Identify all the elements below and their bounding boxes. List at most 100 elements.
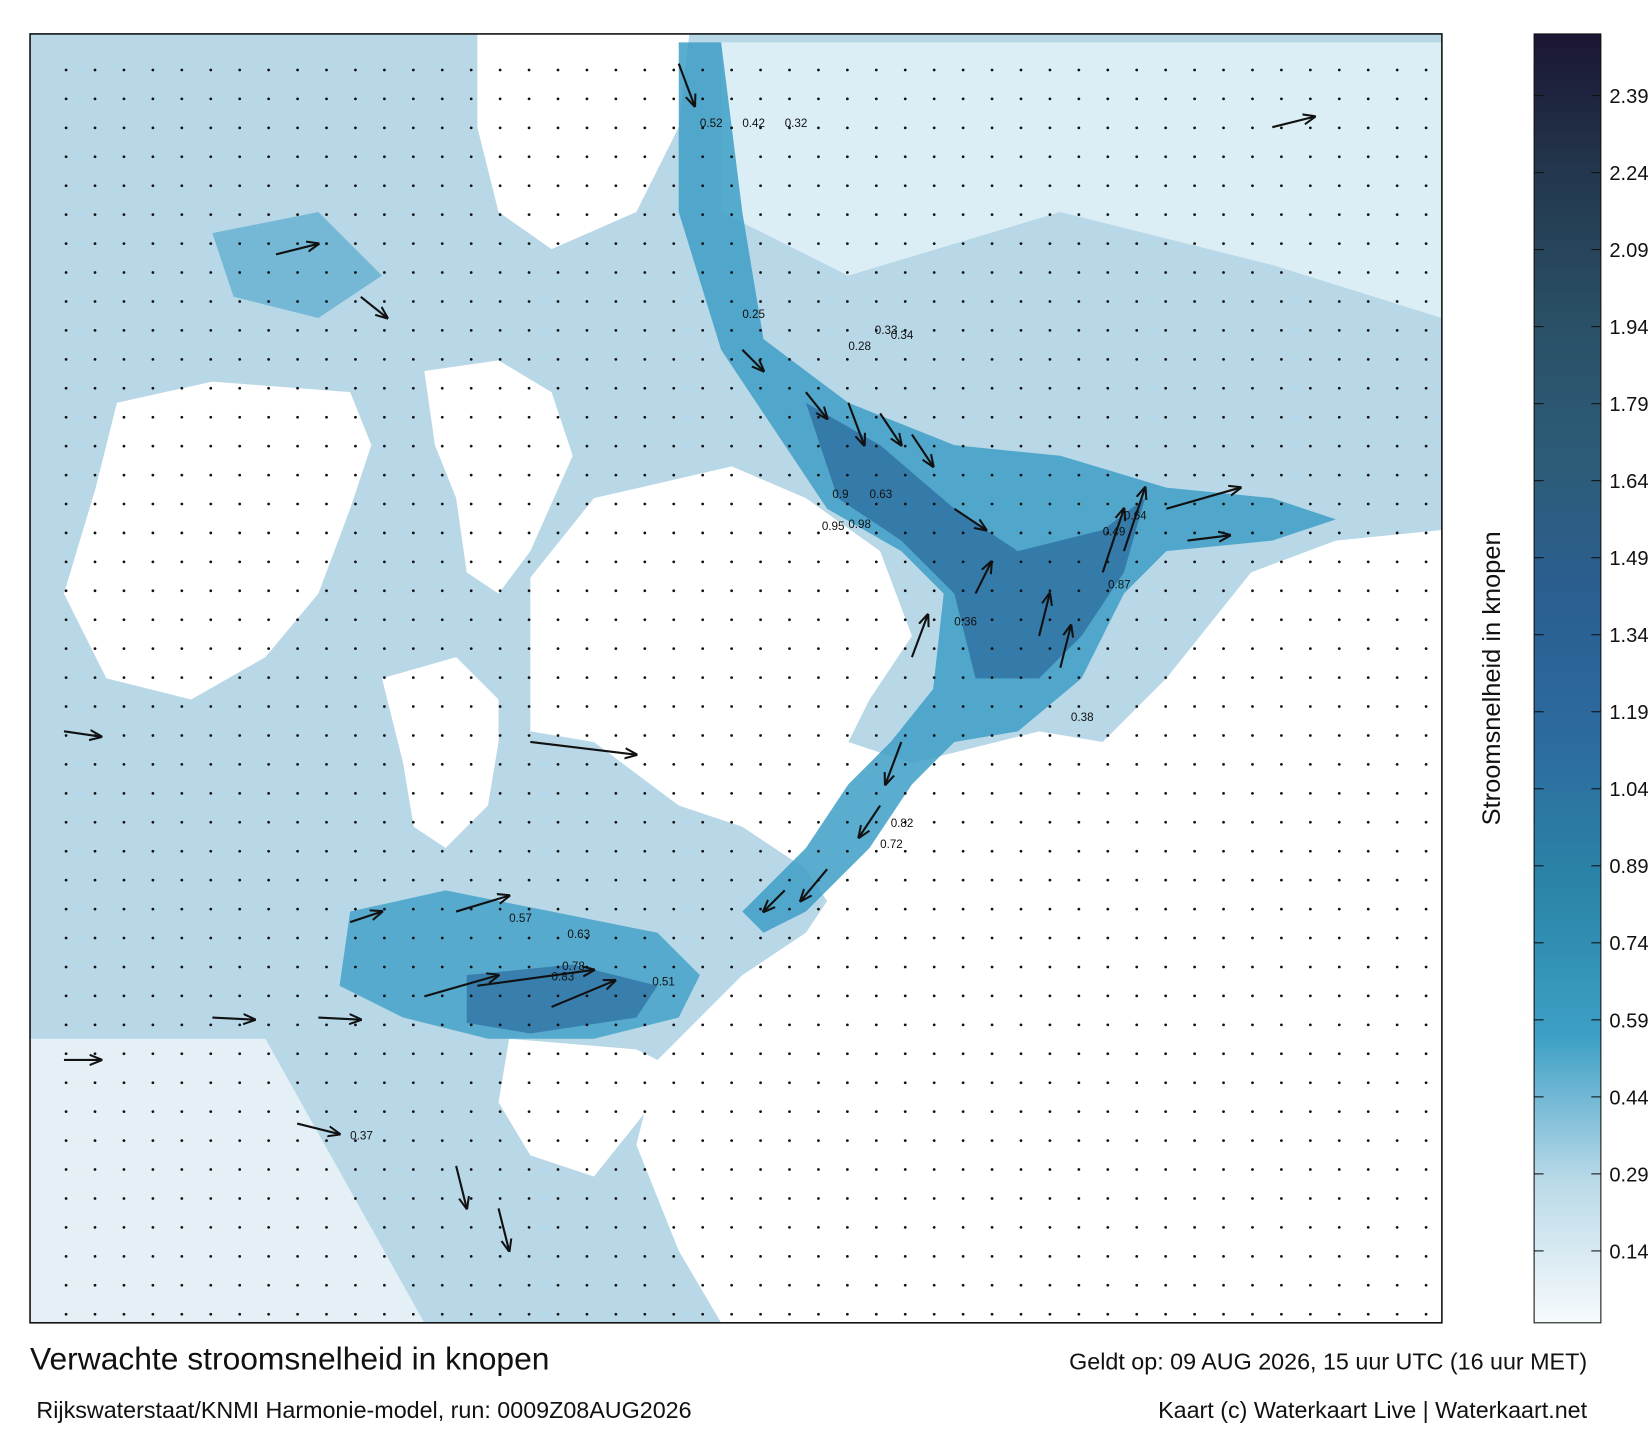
grid-dot <box>151 589 155 593</box>
grid-dot <box>1164 763 1168 766</box>
grid-dot <box>1135 300 1139 303</box>
grid-dot <box>296 994 299 998</box>
grid-dot <box>1019 705 1023 708</box>
grid-dot <box>180 155 184 159</box>
grid-dot <box>64 444 68 448</box>
grid-dot <box>1164 936 1168 940</box>
colorbar-tick-label: 2.24 <box>1609 163 1648 185</box>
grid-dot <box>1424 1226 1428 1229</box>
grid-dot <box>1280 705 1283 708</box>
grid-dot <box>1019 965 1023 969</box>
grid-dot <box>527 1168 531 1171</box>
grid-dot <box>151 647 155 651</box>
grid-dot <box>903 184 907 188</box>
grid-dot <box>325 329 328 332</box>
grid-dot <box>845 444 849 448</box>
grid-dot <box>1077 1168 1081 1171</box>
grid-dot <box>817 97 820 101</box>
grid-dot <box>122 878 126 882</box>
colorbar-tick-label: 0.44 <box>1609 1087 1648 1109</box>
grid-dot <box>643 1139 647 1142</box>
grid-dot <box>672 68 676 72</box>
grid-dot <box>64 647 68 651</box>
grid-dot <box>469 820 473 824</box>
current-arrow <box>1101 509 1124 573</box>
grid-dot <box>903 936 907 940</box>
grid-dot <box>1019 1168 1023 1171</box>
grid-dot <box>788 271 791 274</box>
grid-dot <box>903 965 907 969</box>
grid-dot <box>730 155 733 159</box>
grid-dot <box>585 560 589 564</box>
grid-dot <box>1424 791 1428 795</box>
colorbar-tick-label: 0.74 <box>1609 933 1648 955</box>
grid-dot <box>961 531 965 535</box>
grid-dot <box>1164 155 1168 159</box>
grid-dot <box>1222 531 1225 535</box>
grid-dot <box>325 820 328 824</box>
grid-dot <box>209 126 213 130</box>
grid-dot <box>1048 849 1052 853</box>
grid-dot <box>845 1139 849 1142</box>
grid-dot <box>1424 1168 1428 1171</box>
grid-dot <box>730 647 733 651</box>
grid-dot <box>614 1283 618 1287</box>
grid-dot <box>354 1110 357 1114</box>
grid-dot <box>209 1168 213 1171</box>
grid-dot <box>556 734 560 737</box>
grid-dot <box>701 1226 705 1229</box>
grid-dot <box>267 1254 271 1258</box>
grid-dot <box>296 560 299 564</box>
grid-dot <box>1222 1312 1225 1316</box>
grid-dot <box>1048 531 1052 535</box>
grid-dot <box>1019 820 1023 824</box>
grid-dot <box>1164 473 1168 477</box>
grid-dot <box>383 763 386 766</box>
grid-dot <box>990 936 994 940</box>
grid-dot <box>903 271 907 274</box>
grid-dot <box>1395 444 1399 448</box>
grid-dot <box>180 271 184 274</box>
grid-dot <box>209 68 213 72</box>
grid-dot <box>874 705 878 708</box>
grid-dot <box>817 473 820 477</box>
grid-dot <box>614 936 618 940</box>
grid-dot <box>672 560 676 564</box>
grid-dot <box>1366 97 1370 101</box>
grid-dot <box>1366 184 1370 188</box>
grid-dot <box>845 1226 849 1229</box>
grid-dot <box>1193 97 1196 101</box>
grid-dot <box>325 560 328 564</box>
grid-dot <box>1164 213 1168 217</box>
grid-dot <box>1048 271 1052 274</box>
grid-dot <box>1077 734 1081 737</box>
grid-dot <box>759 791 762 795</box>
grid-dot <box>180 386 184 390</box>
grid-dot <box>845 676 849 679</box>
grid-dot <box>845 1197 849 1200</box>
grid-dot <box>1048 155 1052 159</box>
grid-dot <box>1222 300 1225 303</box>
grid-dot <box>1193 473 1196 477</box>
grid-dot <box>151 271 155 274</box>
grid-dot <box>759 647 762 651</box>
grid-dot <box>643 531 647 535</box>
grid-dot <box>1135 1139 1139 1142</box>
grid-dot <box>990 994 994 998</box>
speed-label: 0.33 <box>875 324 898 337</box>
grid-dot <box>614 1312 618 1316</box>
grid-dot <box>730 184 733 188</box>
grid-dot <box>325 126 328 130</box>
grid-dot <box>1048 1283 1052 1287</box>
grid-dot <box>903 473 907 477</box>
grid-dot <box>122 994 126 998</box>
grid-dot <box>1106 763 1110 766</box>
grid-dot <box>209 1052 213 1056</box>
grid-dot <box>817 1197 820 1200</box>
grid-dot <box>498 1052 502 1056</box>
grid-dot <box>1366 473 1370 477</box>
grid-dot <box>903 155 907 159</box>
speed-label: 0.83 <box>552 970 575 983</box>
grid-dot <box>788 329 791 332</box>
grid-dot <box>1395 1226 1399 1229</box>
